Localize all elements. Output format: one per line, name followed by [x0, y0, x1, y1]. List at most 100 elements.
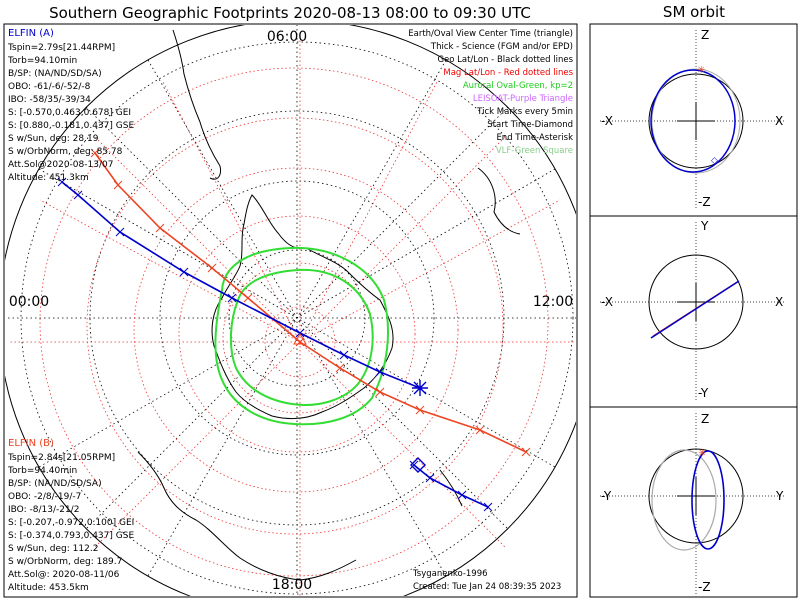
- legend-item: Start Time-Diamond: [487, 120, 573, 130]
- geo-grid: [5, 25, 576, 596]
- mag-lat-circle: [264, 306, 336, 378]
- elfin-a-line: Torb=94.10min: [7, 56, 77, 66]
- orbit-ellipse-a: [691, 450, 725, 550]
- geo-meridian: [38, 168, 556, 468]
- axis-label: Z: [701, 28, 709, 42]
- elfin-b-title: ELFIN (B): [8, 438, 54, 449]
- orbit-plot-yz: Z -Z -Y Y ✳: [600, 412, 786, 594]
- south-america-coast: [172, 29, 221, 180]
- axis-label: Y: [700, 219, 709, 233]
- elfin-b-line: S w/OrbNorm, deg: 189.7: [8, 557, 122, 567]
- tick-mark: [415, 405, 425, 415]
- legend-item: Auroral Oval-Green, kp=2: [463, 81, 573, 91]
- elfin-b-line: Altitude: 453.5km: [8, 583, 89, 593]
- mag-meridian: [299, 199, 561, 343]
- tick-mark: [73, 190, 83, 200]
- coastlines: [137, 29, 521, 581]
- geo-lat-circle: [159, 180, 435, 456]
- elfin-a-line: S: [0.880,-0.181,0.437] GSE: [8, 121, 134, 131]
- orbit-plot-xy: Y -Y -X X: [600, 219, 786, 400]
- africa-coast: [477, 167, 521, 235]
- mag-lat-circle: [86, 117, 504, 535]
- elfin-b-line: Att.Sol@: 2020-08-11/06: [8, 570, 120, 580]
- view-center-triangle: [293, 333, 307, 345]
- oval-inner: [229, 268, 374, 406]
- tick-mark: [243, 293, 253, 303]
- tick-mark: [409, 460, 419, 470]
- elfin-a-line: S w/OrbNorm, deg: 85.78: [8, 147, 123, 157]
- legend-item: Geo Lat/Lon - Black dotted lines: [437, 55, 573, 65]
- elfin-b-line: OBO: -2/8/-19/-7: [8, 492, 81, 502]
- new-zealand-coast: [439, 469, 463, 507]
- elfin-a-line: S: [-0.570,0.463,0.678] GEI: [8, 108, 131, 118]
- elfin-a-line: OBO: -61/-6/-52/-8: [8, 82, 91, 92]
- elfin-b-line: Tspin=2.84s[21.05RPM]: [7, 453, 115, 463]
- axis-label: -X: [601, 114, 613, 128]
- footprint-tracks: [57, 148, 531, 512]
- mag-meridian: [299, 136, 506, 343]
- elfin-a-line: B/SP: (NA/ND/SD/SA): [8, 69, 102, 79]
- end-asterisk: ✳: [697, 65, 705, 76]
- tick-mark: [521, 447, 531, 457]
- axis-label: -Z: [698, 195, 711, 209]
- axis-label: -Y: [601, 489, 612, 503]
- model-credit: Tsyganenko-1996: [412, 569, 488, 579]
- tick-mark: [57, 177, 67, 187]
- tick-mark: [90, 148, 100, 158]
- tick-mark: [113, 180, 123, 190]
- end-asterisk: ✳: [698, 448, 706, 459]
- elfin-b-line: IBO: -8/13/-21/2: [8, 505, 79, 515]
- orbit-ellipse-b: [651, 68, 741, 174]
- sm-orbit-panels: Z -Z -X X ✳ ◇ Y -Y -X X: [600, 28, 786, 594]
- start-diamond: ◇: [711, 156, 718, 166]
- time-label-right: 12:00: [533, 294, 573, 310]
- earth-circle: [648, 254, 744, 350]
- geo-lat-circle: [20, 41, 574, 595]
- elfin-a-line: Att.Sol@2020-08-13/07: [8, 160, 113, 170]
- orbit-track-a: [650, 280, 740, 339]
- polar-map: 06:00 00:00 12:00 18:00: [5, 25, 576, 596]
- elfin-b-line: B/SP: (NA/ND/SD/SA): [8, 479, 102, 489]
- created-timestamp: Created: Tue Jan 24 08:39:35 2023: [413, 582, 561, 592]
- tick-mark: [155, 223, 165, 233]
- tick-mark: [457, 490, 467, 500]
- legend-item: VLF-Green Square: [496, 146, 573, 156]
- tick-mark: [375, 367, 385, 377]
- legend-item: Earth/Oval View Center Time (triangle): [408, 29, 573, 39]
- earth-circle: [648, 448, 744, 544]
- legend-item: Tick Marks every 5min: [476, 107, 573, 117]
- orbit-ellipse-b: [651, 449, 717, 551]
- oval-outer: [214, 246, 389, 426]
- mag-grid: [10, 30, 575, 596]
- mag-lat-circle: [133, 167, 459, 493]
- orbit-panel-frame: [589, 23, 798, 598]
- legend-item: Thick - Science (FGM and/or EPD): [430, 42, 573, 52]
- axis-label: Y: [775, 489, 784, 503]
- tick-mark: [339, 350, 349, 360]
- tick-mark: [295, 328, 305, 338]
- time-label-top: 06:00: [267, 29, 307, 45]
- elfin-a-line: Tspin=2.79s[21.44RPM]: [7, 43, 115, 53]
- orbit-ellipse-a: [650, 69, 736, 173]
- tick-mark: [483, 502, 493, 512]
- mag-meridian: [39, 199, 301, 343]
- elfin-a-line: S w/Sun, deg: 28.19: [8, 134, 99, 144]
- elfin-b-line: S: [-0.374,0.793,0.437] GSE: [8, 531, 134, 541]
- elfin-a-title: ELFIN (A): [8, 28, 54, 39]
- tick-mark: [335, 363, 345, 373]
- antarctica-coast: [211, 194, 394, 420]
- figure-title: Southern Geographic Footprints 2020-08-1…: [49, 4, 531, 22]
- orbit-plot-xz: Z -Z -X X ✳ ◇: [600, 28, 786, 210]
- end-asterisk: [412, 380, 428, 396]
- tick-mark: [227, 293, 237, 303]
- elfin-a-info: ELFIN (A) Tspin=2.79s[21.44RPM] Torb=94.…: [7, 28, 134, 183]
- elfin-b-line: Torb=94.40min: [7, 466, 77, 476]
- axis-label: -Y: [698, 386, 709, 400]
- tick-mark: [375, 387, 385, 397]
- mag-meridian: [94, 341, 301, 548]
- elfin-b-line: S w/Sun, deg: 112.2: [8, 544, 98, 554]
- earth-circle: [648, 73, 744, 169]
- elfin-a-line: Altitude: 451.3km: [8, 173, 89, 183]
- legend: Earth/Oval View Center Time (triangle) T…: [408, 29, 573, 156]
